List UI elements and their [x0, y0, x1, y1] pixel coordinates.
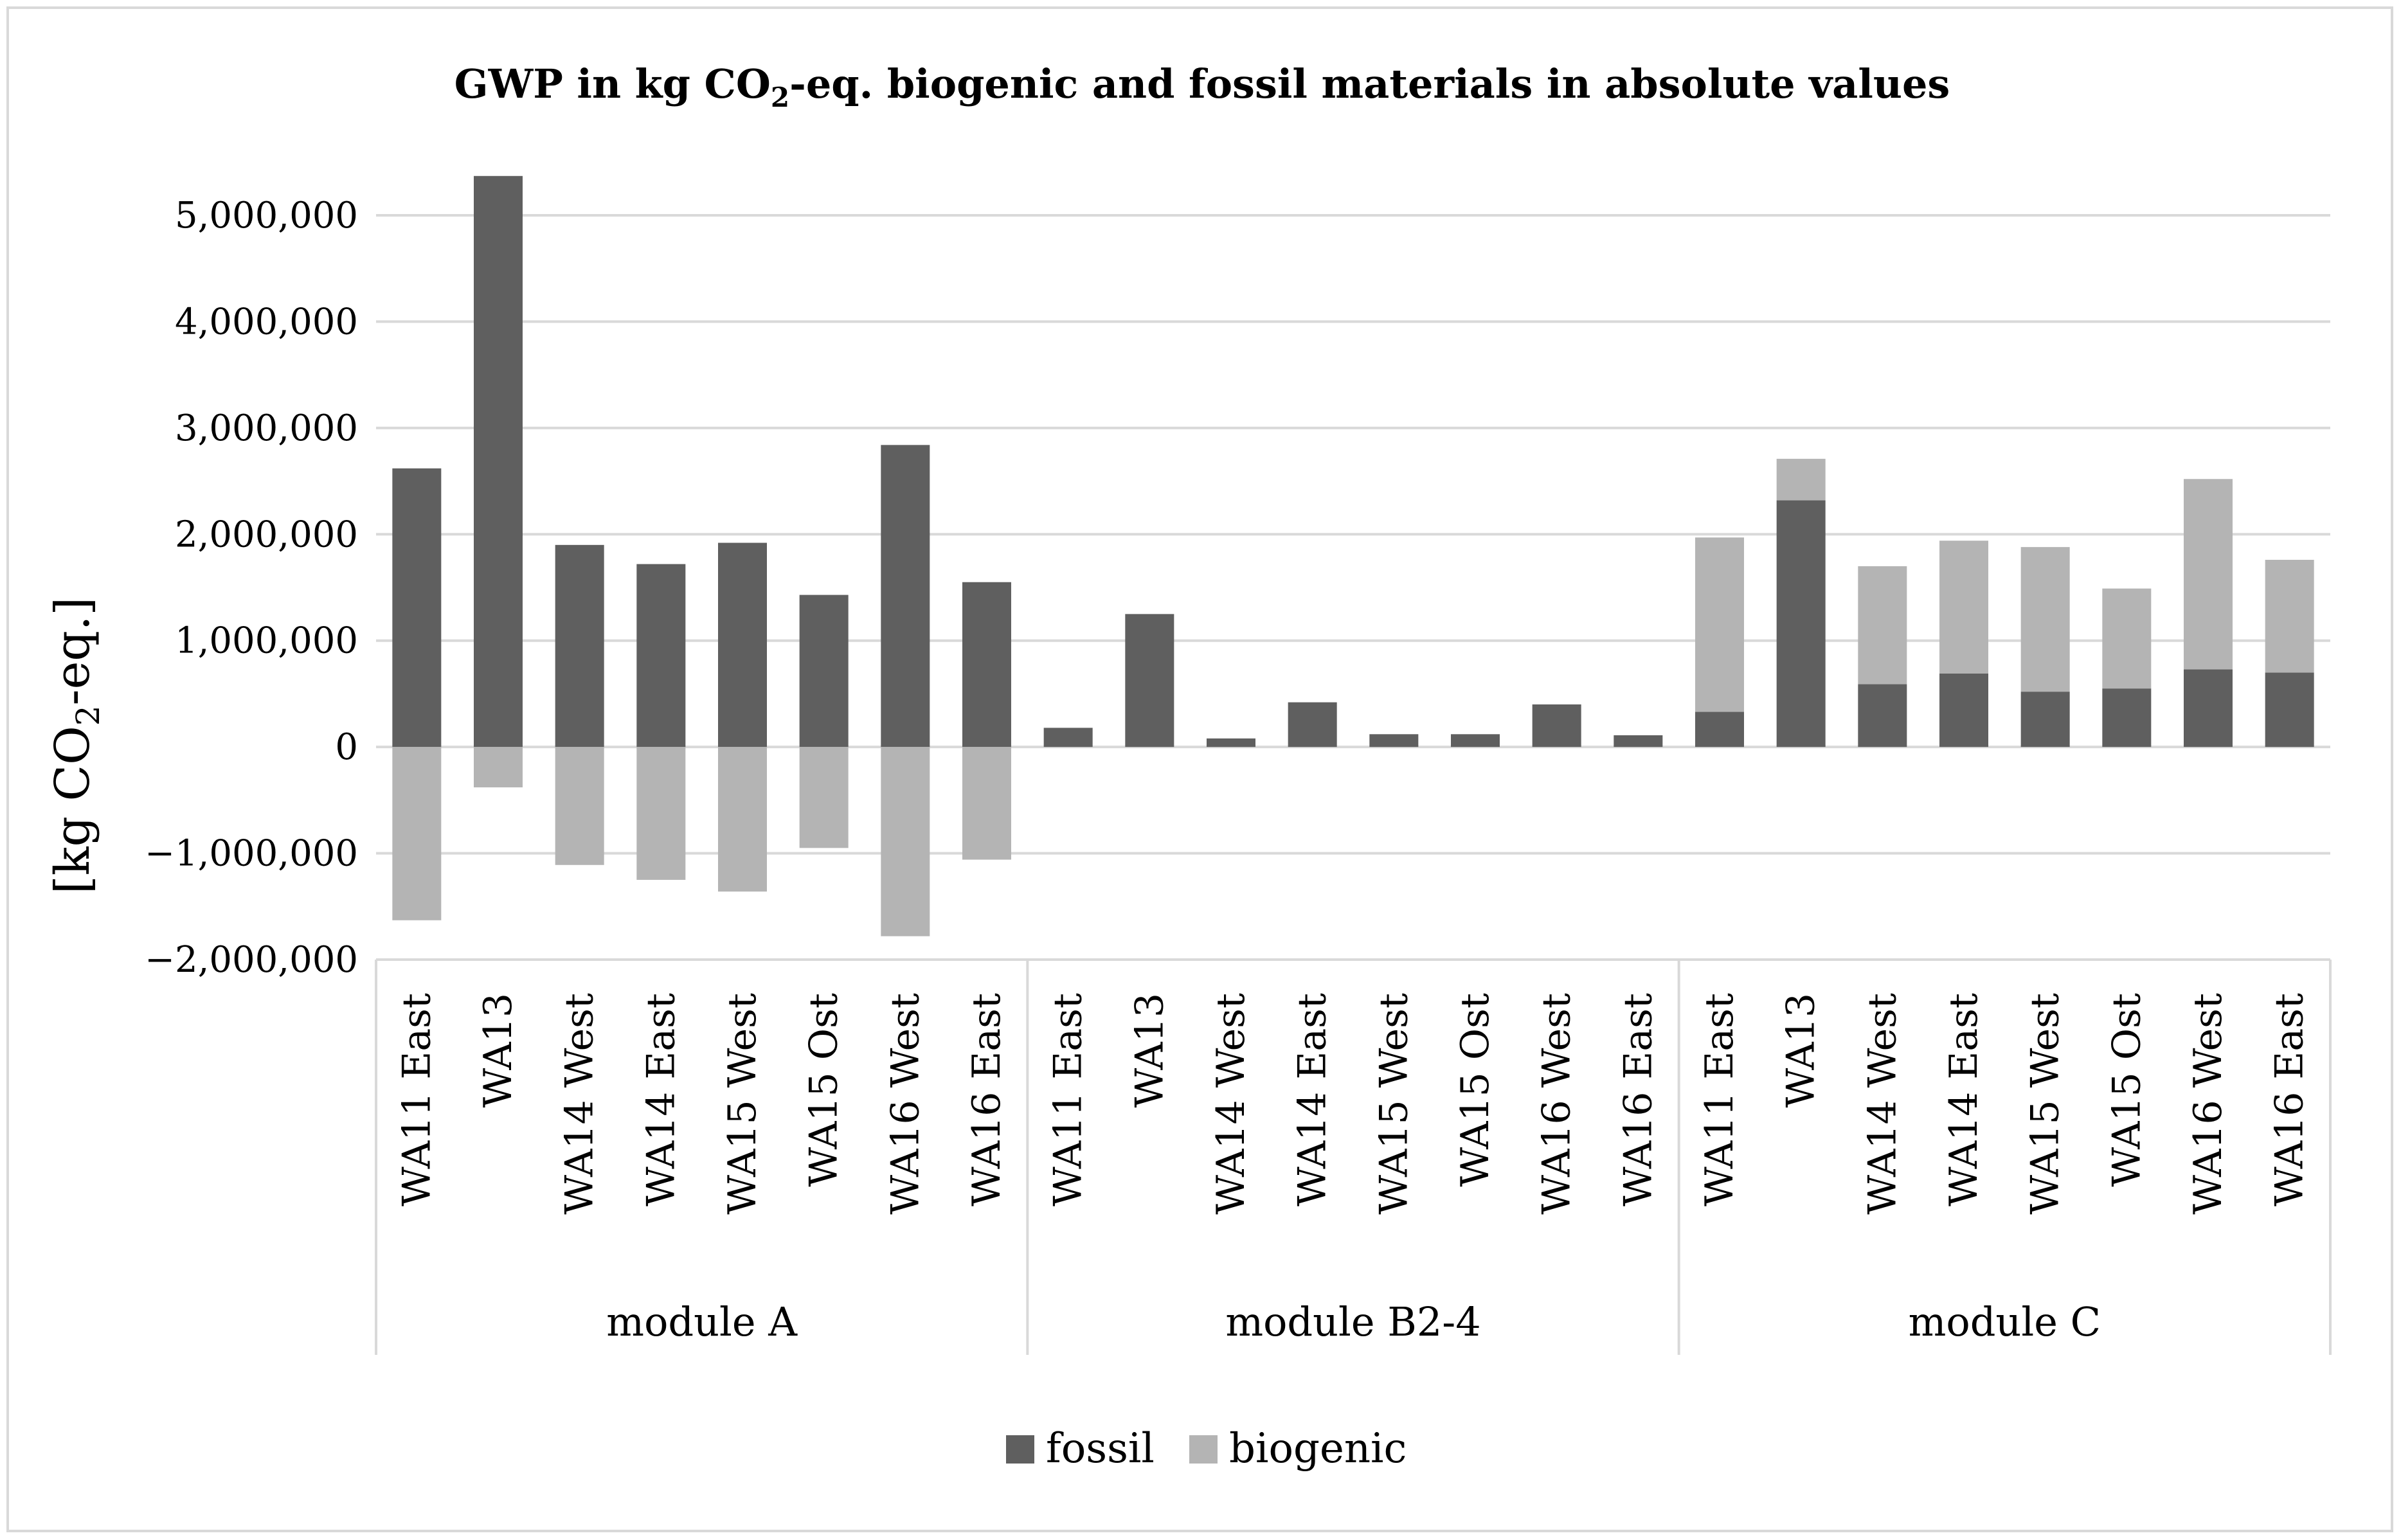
x-tick-label: WA13	[476, 993, 521, 1107]
bar-biogenic	[1858, 566, 1907, 685]
bar-biogenic	[1695, 537, 1744, 712]
x-tick-label: WA14 West	[1860, 993, 1905, 1215]
bar-biogenic	[1939, 541, 1988, 674]
legend-swatch	[1189, 1435, 1218, 1464]
x-tick-label: WA13	[1779, 993, 1824, 1107]
legend-swatch	[1006, 1435, 1034, 1464]
x-tick-label: WA15 West	[2023, 993, 2068, 1215]
x-tick-label: WA16 East	[964, 993, 1009, 1206]
bar-fossil	[881, 445, 930, 748]
bar-fossil	[1207, 738, 1255, 748]
bar-biogenic	[962, 747, 1011, 860]
bar-fossil	[636, 564, 686, 748]
category-axis: WA11 East WA13 WA14 West WA14 East WA15 West…	[375, 960, 2332, 1355]
bar-biogenic	[718, 747, 767, 892]
chart-title: GWP in kg CO2-eq. biogenic and fossil ma…	[454, 60, 1950, 113]
bar-biogenic	[474, 747, 523, 788]
bar-biogenic	[555, 747, 604, 865]
y-axis-label: [kg CO2-eq.]	[45, 597, 107, 894]
x-tick-label: WA15 West	[1371, 993, 1416, 1215]
bar-fossil	[1939, 673, 1988, 748]
x-tick-label: WA14 West	[557, 993, 602, 1215]
x-tick-label: WA11 East	[1697, 993, 1742, 1206]
bar-fossil	[2020, 692, 2070, 748]
bar-biogenic	[799, 747, 849, 848]
y-tick-label: 3,000,000	[175, 407, 358, 449]
bar-biogenic	[2020, 547, 2070, 692]
x-tick-label: WA16 West	[1534, 993, 1579, 1215]
x-tick-label: WA11 East	[1046, 993, 1091, 1206]
bar-biogenic	[2184, 479, 2233, 670]
bar-fossil	[1043, 728, 1093, 748]
bar-fossil	[962, 582, 1011, 748]
x-tick-label: WA14 East	[638, 993, 683, 1206]
bar-fossil	[474, 175, 523, 748]
y-tick-label: 0	[335, 726, 358, 768]
x-tick-label: WA11 East	[394, 993, 439, 1206]
legend-label: biogenic	[1229, 1425, 1407, 1473]
y-tick-label: 1,000,000	[175, 620, 358, 662]
x-tick-label: WA15 West	[720, 993, 765, 1215]
bar-fossil	[1858, 684, 1907, 748]
bar-biogenic	[1776, 458, 1826, 501]
x-tick-label: WA16 East	[1615, 993, 1660, 1206]
bar-fossil	[718, 542, 767, 748]
bar-fossil	[2184, 669, 2233, 748]
bar-fossil	[555, 544, 604, 748]
x-tick-label: WA14 West	[1209, 993, 1254, 1215]
legend-label: fossil	[1046, 1425, 1155, 1473]
bar-fossil	[392, 468, 442, 748]
bar-fossil	[1369, 734, 1419, 748]
chart-frame	[6, 6, 2393, 1532]
bar-fossil	[1614, 735, 1663, 748]
group-label: module A	[606, 1298, 798, 1345]
bar-biogenic	[2102, 588, 2152, 689]
x-tick-label: WA15 Ost	[802, 993, 847, 1187]
group-label: module B2-4	[1225, 1298, 1480, 1345]
x-tick-label: WA14 East	[1941, 993, 1986, 1206]
x-tick-label: WA15 Ost	[1453, 993, 1498, 1187]
y-tick-label: −1,000,000	[145, 833, 358, 875]
y-tick-label: 2,000,000	[175, 514, 358, 555]
y-axis-ticks: −2,000,000 −1,000,000 0 1,000,000 2,000,000 3…	[145, 195, 358, 981]
bars	[392, 175, 2314, 936]
bar-fossil	[1776, 500, 1826, 748]
x-tick-label: WA13	[1127, 993, 1172, 1107]
bar-fossil	[799, 595, 849, 748]
x-tick-label: WA16 West	[2186, 993, 2231, 1215]
bar-fossil	[1451, 734, 1500, 748]
bar-fossil	[1695, 712, 1744, 748]
x-tick-label: WA16 West	[883, 993, 928, 1215]
bar-fossil	[1288, 702, 1337, 748]
bar-biogenic	[881, 747, 930, 936]
grid-lines	[376, 214, 2330, 961]
bar-fossil	[1125, 614, 1174, 748]
bar-fossil	[1532, 704, 1581, 748]
y-tick-label: 5,000,000	[175, 195, 358, 237]
x-tick-label: WA14 East	[1290, 993, 1335, 1206]
bar-biogenic	[392, 747, 442, 920]
bar-fossil	[2102, 688, 2152, 748]
group-label: module C	[1909, 1298, 2101, 1345]
legend: fossil biogenic	[1006, 1425, 1407, 1473]
bar-biogenic	[636, 747, 686, 880]
bar-fossil	[2265, 672, 2314, 748]
x-tick-label: WA16 East	[2267, 993, 2312, 1206]
bar-biogenic	[2265, 559, 2314, 673]
y-tick-label: −2,000,000	[145, 939, 358, 981]
x-tick-label: WA15 Ost	[2104, 993, 2149, 1187]
y-tick-label: 4,000,000	[175, 301, 358, 343]
